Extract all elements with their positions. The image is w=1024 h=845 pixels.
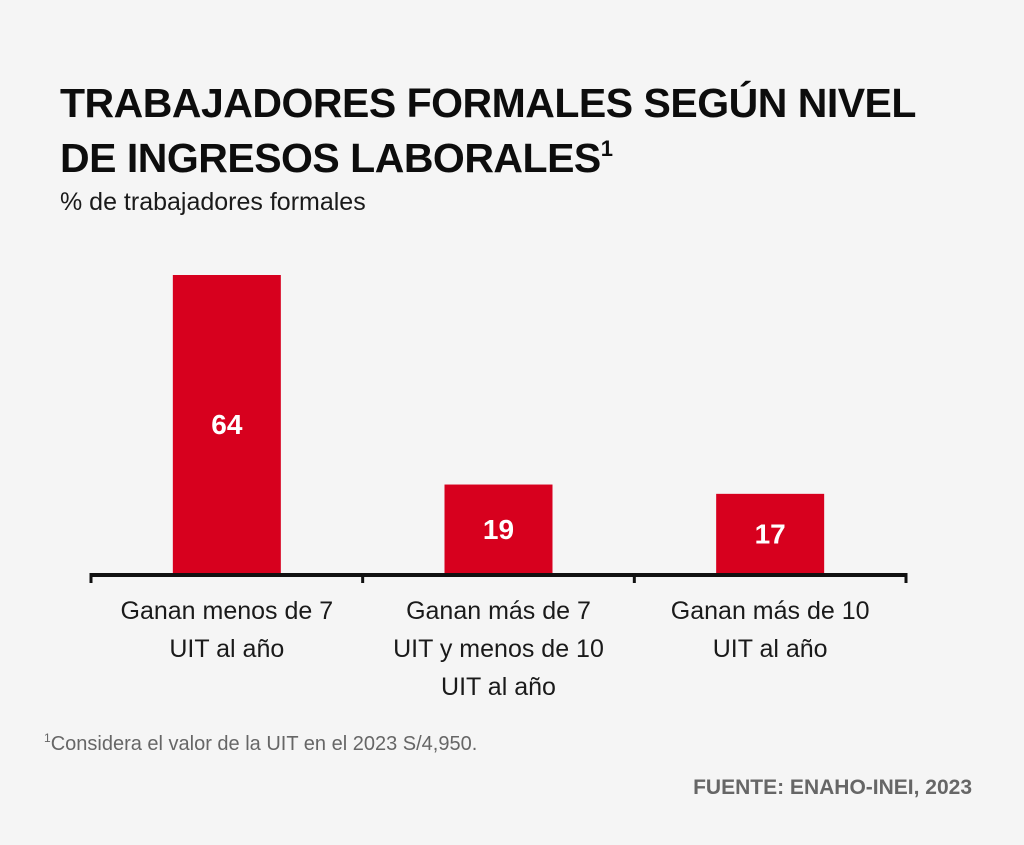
title-footnote-mark: 1 (600, 136, 613, 161)
bar-3 (716, 493, 825, 573)
source-note: FUENTE: ENAHO-INEI, 2023 (693, 776, 972, 799)
chart-title: TRABAJADORES FORMALES SEGÚN NIVEL DE ING… (60, 76, 980, 186)
x-tick-label-2: Ganan más de 7 UIT y menos de 10 UIT al añ… (363, 592, 635, 706)
footnote-mark: 1 (44, 731, 51, 745)
footnote: 1Considera el valor de la UIT en el 2023… (44, 731, 478, 756)
bar-1 (172, 275, 281, 573)
x-tick-label-3: Ganan más de 10 UIT al año (634, 592, 906, 668)
bar-2 (444, 484, 553, 573)
data-label-2: 19 (483, 514, 514, 545)
data-label-1: 64 (211, 409, 243, 440)
data-label-3: 17 (755, 518, 786, 549)
x-tick-label-line: UIT al año (712, 635, 828, 663)
x-tick-label-line: UIT al año (441, 673, 556, 701)
x-tick-label-line: Ganan más de 7 (406, 597, 591, 625)
x-tick-label-line: UIT al año (169, 635, 285, 663)
chart-subtitle: % de trabajadores formales (60, 188, 366, 216)
chart-title-text: TRABAJADORES FORMALES SEGÚN NIVEL DE ING… (60, 80, 916, 181)
x-tick-label-line: Ganan menos de 7 (120, 597, 334, 625)
x-tick-label-1: Ganan menos de 7 UIT al año (91, 592, 363, 668)
footnote-text: Considera el valor de la UIT en el 2023 … (50, 733, 478, 755)
x-tick-label-line: Ganan más de 10 (670, 597, 870, 625)
x-tick-label-line: UIT y menos de 10 (393, 635, 604, 663)
